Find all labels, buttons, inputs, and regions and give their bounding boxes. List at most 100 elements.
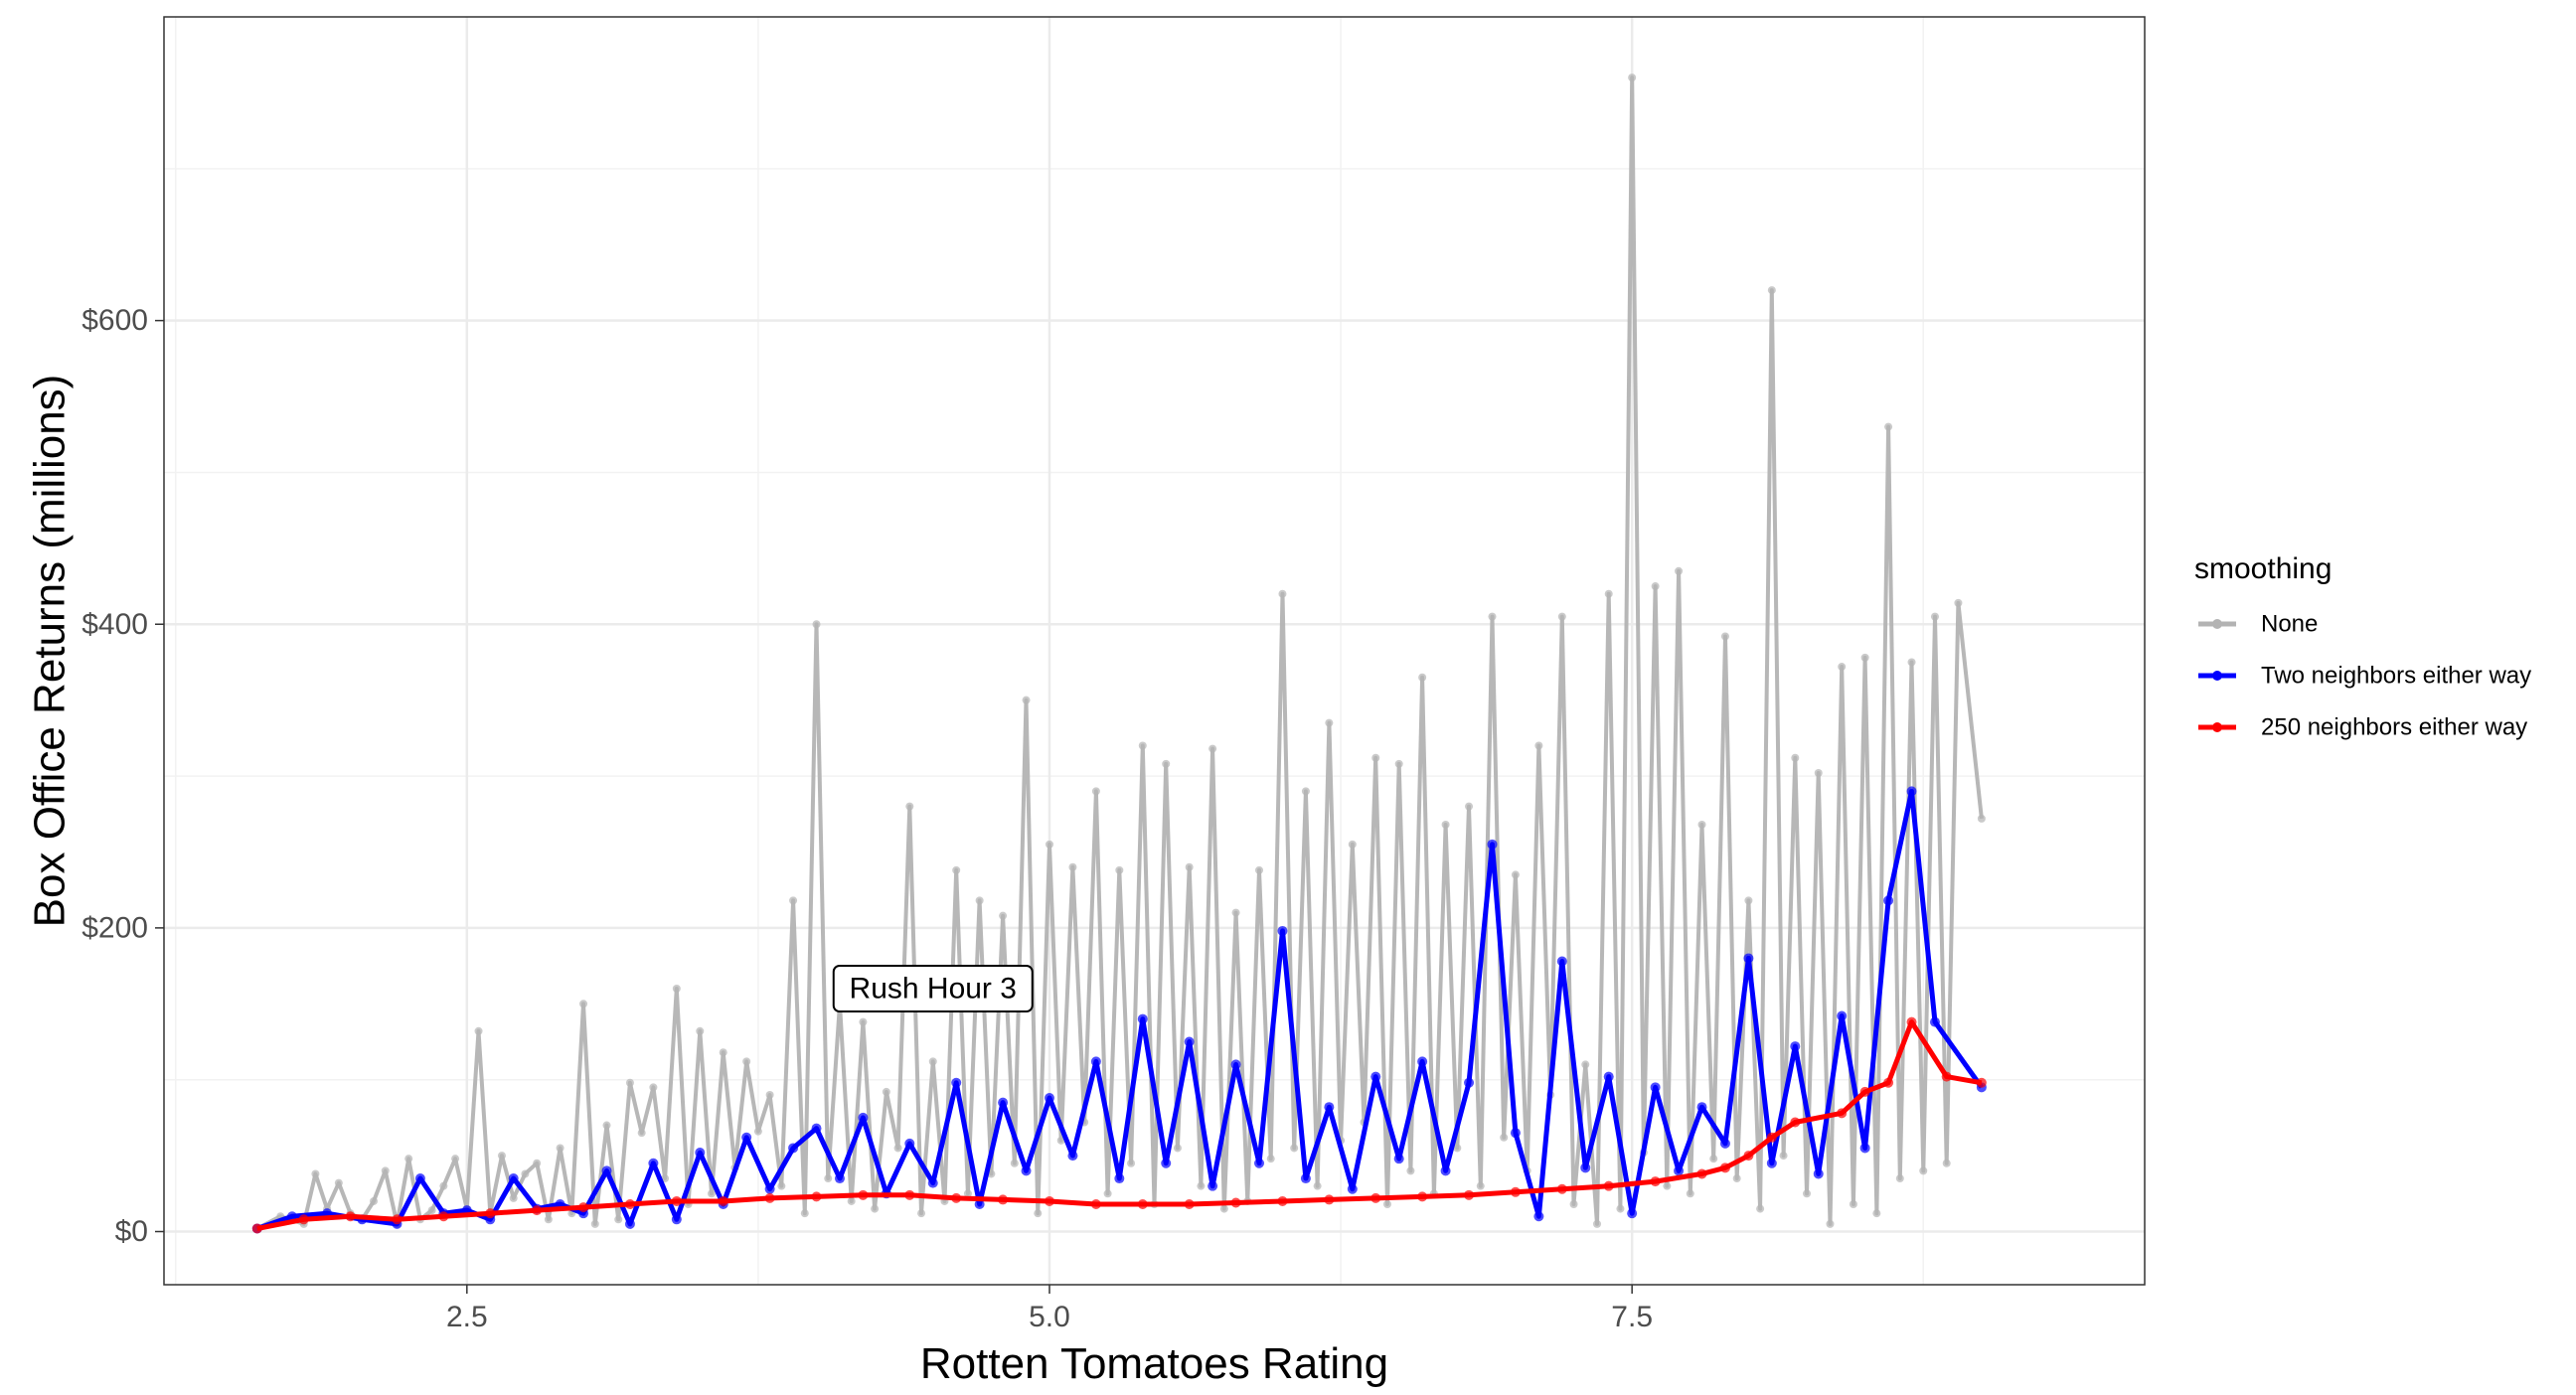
data-point-two-neighbors-either-way <box>1580 1162 1591 1173</box>
data-point-none <box>1068 862 1077 871</box>
data-point-none <box>521 1169 530 1178</box>
data-point-none <box>1919 1166 1928 1175</box>
data-point-none <box>742 1057 751 1066</box>
data-point-none <box>1675 566 1684 575</box>
x-axis-title: Rotten Tomatoes Rating <box>920 1339 1388 1388</box>
data-point-none <box>999 911 1008 920</box>
data-point-none <box>1348 840 1357 849</box>
data-point-two-neighbors-either-way <box>1393 1154 1404 1164</box>
data-point-250-neighbors-either-way <box>1510 1186 1521 1197</box>
data-point-none <box>1872 1209 1881 1218</box>
data-point-none <box>1884 422 1893 431</box>
data-point-two-neighbors-either-way <box>1650 1082 1661 1093</box>
data-point-none <box>544 1215 553 1224</box>
data-point-none <box>1418 673 1427 682</box>
data-point-none <box>1860 653 1869 662</box>
data-point-250-neighbors-either-way <box>1603 1180 1614 1191</box>
data-point-250-neighbors-either-way <box>345 1211 356 1222</box>
data-point-none <box>1162 759 1171 768</box>
data-point-none <box>882 1087 890 1096</box>
data-point-none <box>847 1196 856 1205</box>
data-point-two-neighbors-either-way <box>1090 1056 1101 1067</box>
data-point-two-neighbors-either-way <box>788 1143 799 1154</box>
data-point-250-neighbors-either-way <box>1277 1195 1288 1206</box>
legend-key-point-none <box>2212 619 2222 629</box>
data-point-250-neighbors-either-way <box>1766 1132 1777 1143</box>
data-point-250-neighbors-either-way <box>951 1192 962 1203</box>
y-tick-label: $600 <box>81 304 148 337</box>
data-point-two-neighbors-either-way <box>1813 1168 1824 1179</box>
data-point-250-neighbors-either-way <box>578 1202 589 1213</box>
data-point-none <box>474 1026 483 1035</box>
data-point-two-neighbors-either-way <box>624 1218 635 1229</box>
data-point-none <box>1744 896 1753 905</box>
data-point-two-neighbors-either-way <box>1277 925 1288 936</box>
data-point-two-neighbors-either-way <box>858 1112 869 1123</box>
data-point-none <box>590 1219 599 1228</box>
data-point-none <box>1709 1155 1718 1163</box>
data-point-none <box>1895 1174 1904 1183</box>
data-point-none <box>1756 1204 1765 1213</box>
data-point-250-neighbors-either-way <box>1650 1176 1661 1187</box>
data-point-250-neighbors-either-way <box>1859 1086 1870 1097</box>
data-point-two-neighbors-either-way <box>648 1158 659 1168</box>
data-point-two-neighbors-either-way <box>1464 1077 1475 1088</box>
data-point-none <box>1022 696 1031 704</box>
data-point-two-neighbors-either-way <box>927 1177 938 1188</box>
legend-key-point-two-neighbors-either-way <box>2212 671 2222 681</box>
data-point-none <box>1394 759 1403 768</box>
data-point-250-neighbors-either-way <box>485 1208 496 1219</box>
data-point-250-neighbors-either-way <box>298 1214 309 1225</box>
data-point-none <box>556 1144 564 1153</box>
data-point-none <box>1255 865 1264 874</box>
data-point-250-neighbors-either-way <box>1941 1071 1952 1082</box>
data-point-none <box>800 1209 809 1218</box>
data-point-none <box>696 1026 705 1035</box>
data-point-two-neighbors-either-way <box>1627 1208 1638 1219</box>
legend-label-two-neighbors-either-way: Two neighbors either way <box>2261 663 2531 690</box>
data-point-250-neighbors-either-way <box>1464 1189 1475 1200</box>
panel-border <box>163 16 2146 1286</box>
data-point-none <box>905 802 914 811</box>
data-point-250-neighbors-either-way <box>1696 1168 1707 1179</box>
data-point-250-neighbors-either-way <box>532 1205 543 1216</box>
data-point-none <box>1231 908 1240 917</box>
data-point-none <box>509 1193 518 1202</box>
data-point-two-neighbors-either-way <box>1696 1102 1707 1113</box>
y-tick-label: $200 <box>81 911 148 944</box>
data-point-two-neighbors-either-way <box>1161 1158 1172 1168</box>
data-point-250-neighbors-either-way <box>392 1214 402 1225</box>
data-point-none <box>1103 1189 1112 1198</box>
data-point-none <box>439 1181 448 1190</box>
data-point-none <box>1977 814 1986 823</box>
series-line-none <box>255 76 1984 1231</box>
data-point-none <box>893 1144 902 1153</box>
data-point-two-neighbors-either-way <box>1929 1016 1940 1027</box>
data-point-none <box>1767 286 1776 295</box>
data-point-none <box>451 1155 460 1163</box>
data-point-two-neighbors-either-way <box>1674 1165 1685 1176</box>
data-point-two-neighbors-either-way <box>904 1138 915 1149</box>
data-point-two-neighbors-either-way <box>1603 1071 1614 1082</box>
data-point-250-neighbors-either-way <box>438 1211 449 1222</box>
data-point-none <box>672 985 681 994</box>
data-point-two-neighbors-either-way <box>1184 1036 1195 1047</box>
data-point-none <box>1534 741 1543 750</box>
data-point-none <box>1476 1181 1485 1190</box>
data-point-250-neighbors-either-way <box>1230 1197 1241 1208</box>
data-point-none <box>625 1078 634 1087</box>
data-point-250-neighbors-either-way <box>998 1194 1009 1205</box>
data-point-two-neighbors-either-way <box>764 1183 775 1194</box>
data-point-none <box>1382 1200 1391 1209</box>
data-point-none <box>1557 612 1566 621</box>
data-point-two-neighbors-either-way <box>1370 1071 1381 1082</box>
data-point-none <box>1907 658 1916 667</box>
data-point-250-neighbors-either-way <box>858 1189 869 1200</box>
data-point-none <box>1453 1144 1462 1153</box>
data-point-two-neighbors-either-way <box>811 1123 822 1134</box>
data-point-two-neighbors-either-way <box>1743 953 1754 964</box>
data-point-none <box>602 1121 611 1130</box>
data-point-250-neighbors-either-way <box>904 1189 915 1200</box>
data-point-two-neighbors-either-way <box>998 1097 1009 1108</box>
